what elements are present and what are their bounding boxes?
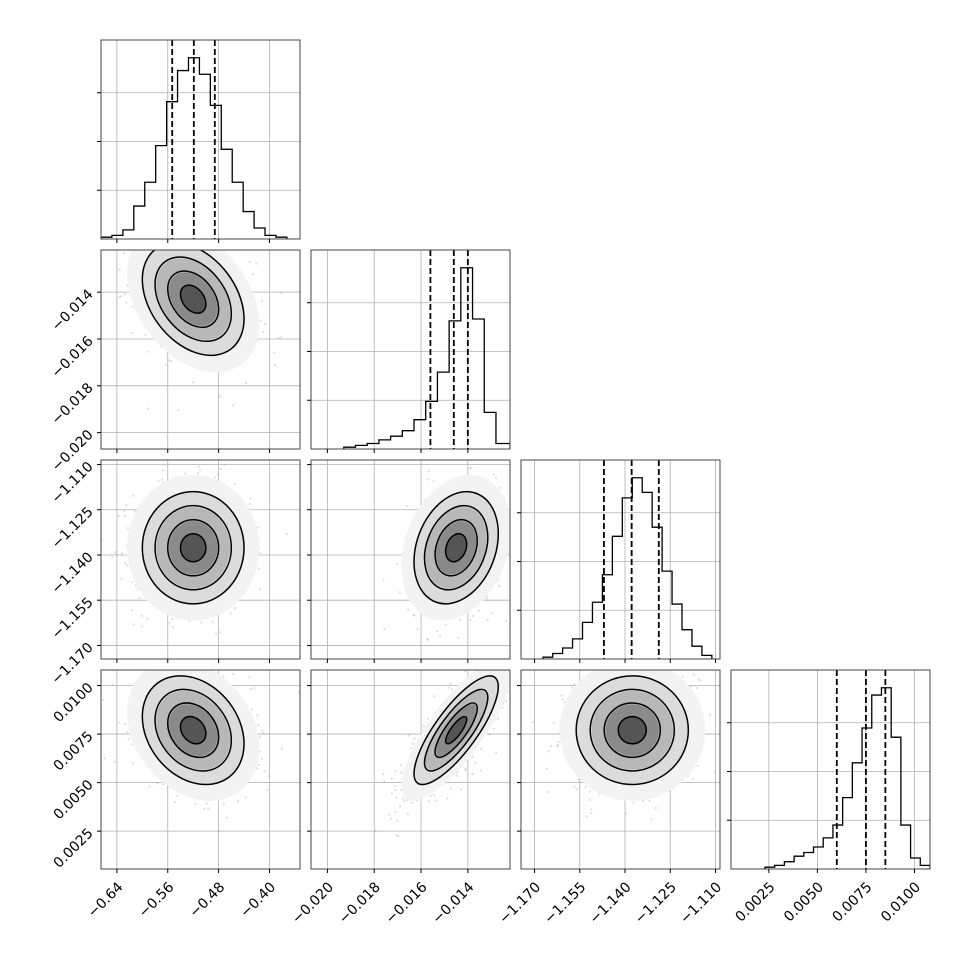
contour-3 bbox=[413, 675, 500, 786]
density-level-4 bbox=[445, 533, 467, 562]
contour-3 bbox=[575, 675, 690, 786]
x-tick-label: −0.020 bbox=[289, 879, 337, 927]
gridlines bbox=[731, 670, 930, 869]
density-level-4 bbox=[445, 716, 467, 744]
x-tick-label: 0.0050 bbox=[781, 879, 827, 925]
contour-1 bbox=[167, 702, 220, 759]
y-tick-label: −0.018 bbox=[49, 380, 97, 428]
panel-frame bbox=[730, 669, 931, 870]
panel-frame bbox=[100, 39, 301, 240]
contour-2 bbox=[154, 256, 233, 343]
y-tick-label: −1.170 bbox=[49, 640, 97, 688]
contour-2 bbox=[423, 688, 489, 772]
x-tick-label: 0.0025 bbox=[733, 879, 779, 925]
x-tick-label: −0.016 bbox=[383, 879, 431, 927]
density-level-4 bbox=[180, 533, 206, 562]
y-tick-label: −1.125 bbox=[49, 504, 97, 552]
contour-2 bbox=[154, 504, 233, 591]
x-tick-label: −1.140 bbox=[587, 879, 635, 927]
contour-1 bbox=[434, 702, 478, 759]
y-tick-label: 0.0075 bbox=[51, 728, 97, 774]
contour-3 bbox=[141, 490, 245, 605]
x-tick-label: −1.170 bbox=[496, 879, 544, 927]
gridlines bbox=[521, 460, 720, 659]
x-tick-label: −1.155 bbox=[541, 879, 589, 927]
panel-frame bbox=[310, 669, 511, 870]
panel-3-0: −0.64 −0.56 −0.48 −0.40 0.00250.00500.00750.… bbox=[51, 669, 301, 921]
contour-0 bbox=[179, 532, 207, 563]
x-tick-label: −0.48 bbox=[187, 879, 229, 921]
gridlines bbox=[101, 40, 300, 239]
y-tick-label: −0.016 bbox=[49, 333, 97, 381]
contour-3 bbox=[413, 490, 500, 605]
panel-frame bbox=[100, 669, 301, 870]
contour-0 bbox=[444, 715, 468, 745]
panel-frame bbox=[520, 669, 721, 870]
panel-3-3: 0.0025 0.0050 0.0075 0.0100 bbox=[727, 669, 931, 925]
contour-2 bbox=[589, 688, 676, 772]
panel-3-1: −0.020−0.018−0.016−0.014 bbox=[289, 669, 511, 927]
y-tick-label: 0.0025 bbox=[51, 825, 97, 871]
panel-2-2 bbox=[517, 459, 721, 663]
panel-2-1 bbox=[307, 459, 511, 663]
histogram-3 bbox=[764, 687, 930, 869]
contour-1 bbox=[434, 518, 478, 577]
panel-2-0: −1.170−1.155−1.140−1.125−1.110 bbox=[49, 459, 301, 688]
y-tick-label: 0.0050 bbox=[51, 777, 97, 823]
density-level-4 bbox=[618, 716, 647, 744]
x-tick-label: −0.64 bbox=[85, 879, 127, 921]
x-tick-label: −0.014 bbox=[430, 879, 478, 927]
panel-frame bbox=[310, 249, 511, 450]
panel-1-0: −0.020−0.018−0.016−0.014 bbox=[49, 249, 301, 475]
y-tick-label: −1.155 bbox=[49, 595, 97, 643]
panel-frame bbox=[310, 459, 511, 660]
y-tick-label: −1.140 bbox=[49, 549, 97, 597]
x-tick-label: −1.125 bbox=[632, 879, 680, 927]
contour-3 bbox=[141, 675, 245, 786]
x-tick-label: −0.018 bbox=[336, 879, 384, 927]
contour-0 bbox=[617, 715, 648, 745]
contour-0 bbox=[179, 284, 207, 314]
contour-2 bbox=[154, 688, 233, 772]
panel-1-1 bbox=[307, 249, 511, 453]
histogram-1 bbox=[343, 267, 510, 449]
panel-frame bbox=[100, 249, 301, 450]
x-tick-label: 0.0100 bbox=[878, 879, 924, 925]
density-level-4 bbox=[180, 716, 206, 744]
histogram-2 bbox=[542, 477, 713, 659]
panel-frame bbox=[520, 459, 721, 660]
contour-2 bbox=[423, 504, 489, 591]
contour-1 bbox=[167, 518, 220, 577]
contour-0 bbox=[179, 715, 207, 745]
panel-3-2: −1.170−1.155−1.140−1.125−1.110 bbox=[496, 669, 725, 927]
density-level-4 bbox=[180, 285, 206, 314]
gridlines bbox=[311, 250, 510, 449]
contour-3 bbox=[141, 250, 245, 357]
y-tick-label: −0.014 bbox=[49, 286, 97, 334]
x-tick-label: 0.0075 bbox=[830, 879, 876, 925]
x-tick-label: −1.110 bbox=[677, 879, 725, 927]
contour-1 bbox=[167, 270, 220, 329]
panel-0-0 bbox=[97, 39, 301, 243]
x-tick-label: −0.56 bbox=[136, 879, 178, 921]
panel-frame bbox=[100, 459, 301, 660]
contour-1 bbox=[603, 702, 662, 759]
y-tick-label: 0.0100 bbox=[51, 680, 97, 726]
contour-0 bbox=[444, 532, 468, 563]
histogram-0 bbox=[101, 57, 288, 239]
x-tick-label: −0.40 bbox=[237, 879, 279, 921]
